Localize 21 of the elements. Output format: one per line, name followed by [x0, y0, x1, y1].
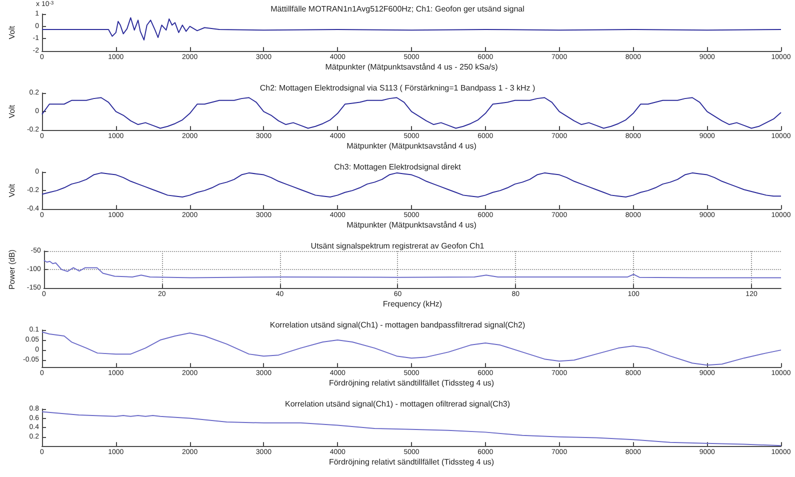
x-axis-title: Mätpunkter (Mätpunktsavstånd 4 us - 250 kSa/s): [325, 62, 498, 72]
chart-title: Ch3: Mottagen Elektrodsignal direkt: [334, 162, 462, 172]
chart-title: Mättillfälle MOTRAN1n1Avg512F600Hz; Ch1: Geofon ger utsänd signal: [270, 4, 525, 14]
line-series: [43, 260, 782, 278]
line-series: [42, 332, 782, 366]
x-axis-title: Fördröjning relativt sändtillfället (Tidssteg 4 us): [328, 458, 494, 467]
line-series: [42, 172, 782, 198]
chart-title: Korrelation utsänd signal(Ch1) - mottagen bandpassfiltrerad signal(Ch2): [270, 320, 526, 330]
x-axis-title: Fördröjning relativt sändtillfället (Tidssteg 4 us): [328, 378, 494, 388]
chart-title: Utsänt signalspektrum registrerat av Geofon Ch1: [310, 242, 485, 250]
x-axis-title: Frequency (kHz): [382, 300, 442, 309]
y-axis-title: Volt: [8, 25, 16, 40]
line-series: [42, 411, 782, 446]
y-axis-title: Volt: [8, 183, 16, 198]
chart-title: Ch2: Mottagen Elektrodsignal via S113 ( Förstärkning=1 Bandpass 1 - 3 kHz ): [260, 84, 536, 92]
x-axis-title: Mätpunkter (Mätpunktsavstånd 4 us): [346, 220, 477, 230]
line-series: [42, 17, 782, 40]
y-axis-title: Power (dB): [8, 249, 16, 290]
chart-title: Korrelation utsänd signal(Ch1) - mottagen ofiltrerad signal(Ch3): [285, 400, 510, 408]
y-axis-title: Volt: [8, 104, 16, 118]
x-axis-title: Mätpunkter (Mätpunktsavstånd 4 us): [346, 142, 477, 151]
